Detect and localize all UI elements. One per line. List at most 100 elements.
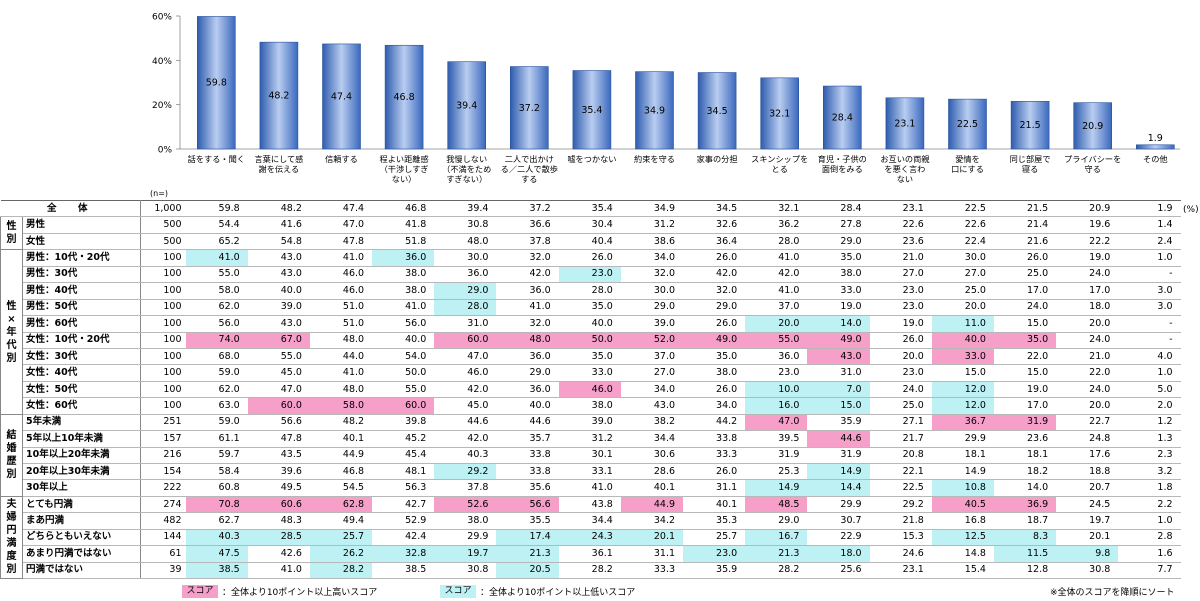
table-cell: 15.0	[807, 397, 870, 415]
legend-high-swatch: スコア	[182, 585, 218, 598]
table-row: 5年以上10年未満 157 61.1 47.8 40.1 45.2 42.0 35.7 31.2…	[1, 430, 1181, 448]
table-cell: 35.9	[683, 561, 746, 580]
sample-size: 500	[140, 216, 186, 234]
table-cell: 54.5	[309, 479, 373, 497]
table-cell: 38.0	[683, 364, 746, 382]
table-cell: 24.0	[1056, 331, 1119, 349]
table-cell: 59.7	[185, 446, 248, 465]
table-cell: 1.0	[1118, 364, 1181, 382]
table-cell: 20.0	[931, 298, 994, 317]
bar-value-label: 1.9	[1148, 133, 1163, 144]
table-cell: 42.0	[434, 380, 497, 399]
group-label: 性別	[0, 216, 23, 251]
sample-size: 100	[140, 249, 186, 267]
x-category-label: お互いの両親	[880, 154, 929, 164]
table-cell: 19.0	[993, 380, 1057, 399]
table-row: 女性：10代・20代 100 74.0 67.0 48.0 40.0 60.0 48.0 50.…	[1, 331, 1181, 349]
x-category-label: 信頼する	[325, 154, 358, 164]
row-label: 女性：50代	[22, 380, 142, 399]
row-label: 10年以上20年未満	[22, 446, 142, 465]
table-cell: 23.1	[869, 561, 932, 580]
table-cell: 24.5	[1056, 495, 1119, 514]
table-cell: 36.0	[496, 380, 559, 399]
table-cell: 52.6	[434, 495, 497, 514]
table-cell: 40.3	[434, 446, 497, 465]
table-cell: 29.9	[931, 430, 994, 448]
x-category-label: すぎない）	[446, 174, 487, 184]
table-cell: 18.8	[1056, 462, 1119, 481]
table-cell: 23.0	[869, 282, 932, 300]
table-cell: 48.0	[309, 331, 373, 349]
table-cell: 46.8	[372, 199, 435, 218]
table-cell: 7.0	[807, 380, 870, 399]
table-cell: 40.0	[558, 315, 621, 333]
table-cell: 35.0	[807, 249, 870, 267]
table-cell: 36.6	[496, 216, 559, 234]
table-cell: 36.9	[993, 495, 1057, 514]
table-cell: 47.0	[247, 380, 310, 399]
bar-value-label: 28.4	[832, 113, 853, 124]
bar-value-label: 35.4	[581, 105, 602, 116]
table-row: 男性：60代 100 56.0 43.0 51.0 56.0 31.0 32.0 40.0 39.…	[1, 315, 1181, 333]
sample-size: 154	[140, 462, 186, 481]
table-cell: 12.5	[931, 528, 994, 547]
table-cell: 54.8	[247, 232, 310, 251]
table-cell: 31.1	[683, 479, 746, 497]
table-cell: 1.3	[1118, 430, 1181, 448]
table-cell: 42.4	[372, 528, 435, 547]
table-cell: 28.2	[558, 561, 621, 580]
bars: 59.8 48.2 47.4 46.8 39.4 37.2 35.4 34.9 34.5 32.1…	[197, 16, 1175, 150]
table-cell: 55.0	[372, 380, 435, 399]
table-cell: 3.2	[1118, 462, 1181, 481]
table-cell: 61.1	[185, 430, 248, 448]
table-cell: 23.0	[745, 364, 808, 382]
table-cell: 35.4	[558, 199, 621, 218]
y-tick-label: 40%	[152, 57, 172, 67]
y-tick-label: 20%	[152, 101, 172, 111]
table-cell: 47.8	[247, 430, 310, 448]
x-category-label: 言葉にして感	[254, 154, 303, 164]
x-category-label: 我慢しない	[446, 154, 487, 164]
x-category-label: 愛情を	[955, 154, 980, 164]
bar	[509, 66, 549, 150]
table-cell: 25.0	[869, 397, 932, 415]
table-cell: 31.1	[620, 545, 684, 563]
table-cell: 58.0	[185, 282, 248, 300]
table-cell: 43.8	[558, 495, 621, 514]
table-cell: 46.0	[434, 364, 497, 382]
table-cell: 67.0	[247, 331, 310, 349]
table-cell: 56.6	[496, 495, 559, 514]
table-cell: 25.3	[745, 462, 808, 481]
table-cell: 60.6	[247, 495, 310, 514]
x-category-label: 家事の分担	[697, 154, 738, 164]
table-cell: 30.6	[620, 446, 684, 465]
table-cell: 18.2	[993, 462, 1057, 481]
table-cell: 30.7	[807, 512, 870, 530]
table-cell: 41.0	[185, 249, 248, 267]
sample-size: 100	[140, 364, 186, 382]
row-label: とても円満	[22, 495, 142, 514]
table-cell: 59.8	[185, 199, 248, 218]
table-cell: 48.2	[247, 199, 310, 218]
row-label: 全 体	[0, 199, 142, 218]
table-cell: 22.4	[931, 232, 994, 251]
table-cell: 19.7	[1056, 512, 1119, 530]
table-cell: 35.7	[496, 430, 559, 448]
bar	[885, 97, 925, 150]
table-cell: 41.0	[247, 561, 310, 580]
x-category-label: る／二人で散歩	[501, 164, 558, 174]
table-cell: 22.5	[869, 479, 932, 497]
legend-low: スコア ：全体より10ポイント以上低いスコア	[440, 585, 635, 598]
table-cell: 16.0	[745, 397, 808, 415]
table-cell: 39.0	[620, 315, 684, 333]
table-cell: 25.7	[309, 528, 373, 547]
table-cell: 19.0	[807, 298, 870, 317]
table-cell: 24.0	[1056, 380, 1119, 399]
table-cell: 35.3	[683, 512, 746, 530]
sample-size: 482	[140, 512, 186, 530]
table-cell: 35.0	[558, 298, 621, 317]
table-cell: 8.3	[993, 528, 1057, 547]
table-cell: 32.0	[496, 315, 559, 333]
table-row: 女性：30代 100 68.0 55.0 44.0 54.0 47.0 36.0 35.0 37.…	[1, 347, 1181, 366]
table-cell: 20.7	[1056, 479, 1119, 497]
